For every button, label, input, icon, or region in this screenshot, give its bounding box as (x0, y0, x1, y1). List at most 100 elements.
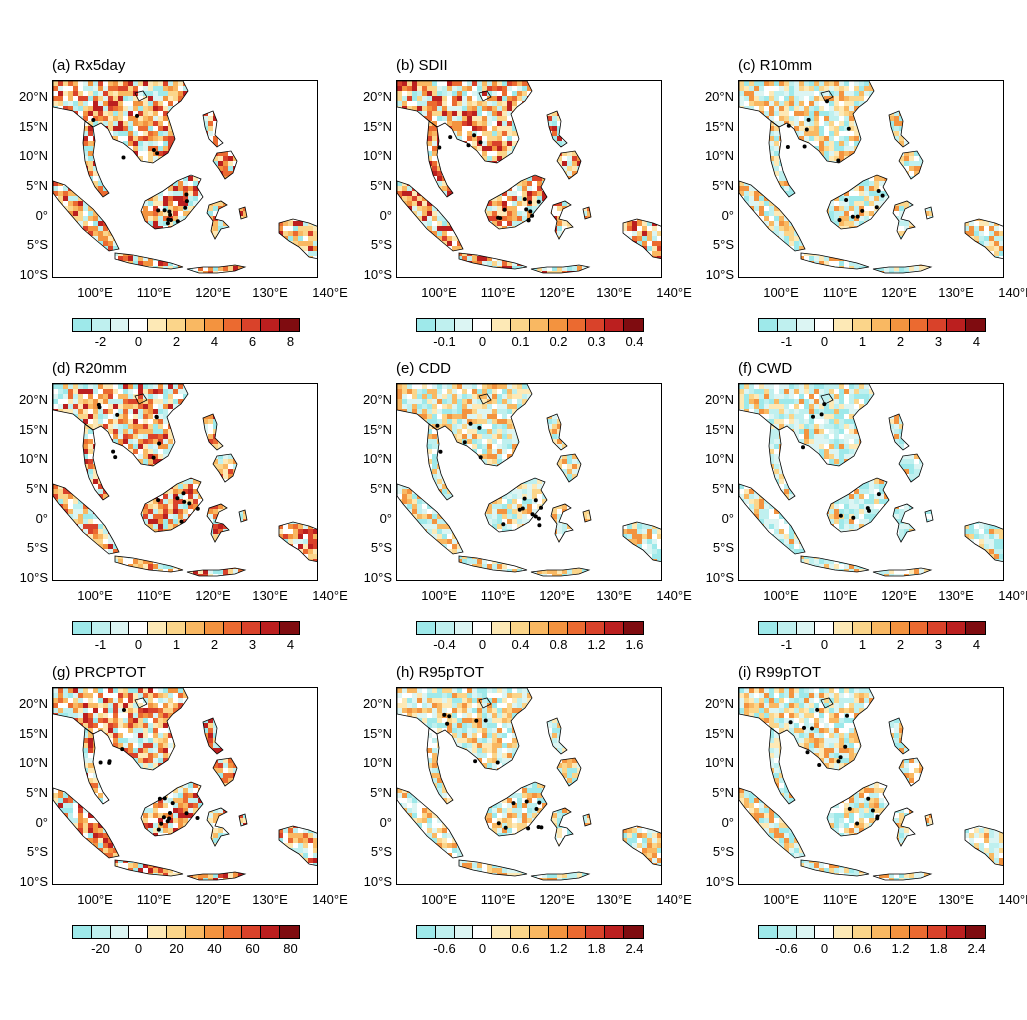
colorbar-tick-label: 0.3 (577, 335, 617, 349)
colorbar-segment (909, 622, 929, 634)
colorbar-segment (242, 319, 262, 331)
significance-dot (530, 512, 535, 517)
lon-tick-label: 140°E (649, 286, 699, 300)
lat-tick-label: 5°S (4, 238, 48, 252)
lon-tick-label: 140°E (305, 589, 355, 603)
coastline (202, 110, 224, 148)
colorbar-tick-label: 0 (805, 638, 845, 652)
coastline (872, 567, 933, 577)
colorbar (758, 621, 986, 635)
colorbar-tick-label: 0 (119, 942, 159, 956)
coastline (212, 150, 238, 180)
coastline (238, 206, 248, 220)
lat-tick-label: 5°N (4, 786, 48, 800)
colorbar-segment (417, 319, 436, 331)
significance-dot (851, 515, 856, 520)
coastline (739, 384, 875, 467)
colorbar-segment (928, 926, 948, 938)
significance-dot (495, 760, 500, 765)
colorbar-segment (759, 622, 778, 634)
coastline (924, 509, 934, 523)
map-frame (52, 383, 318, 581)
colorbar-segment (129, 926, 149, 938)
colorbar-segment (511, 926, 530, 938)
significance-dot (115, 412, 120, 417)
coastline (478, 90, 492, 102)
significance-dot (836, 158, 841, 163)
colorbar-segment (909, 926, 929, 938)
colorbar-segment (261, 319, 281, 331)
coastline (134, 393, 148, 405)
coastline (238, 509, 248, 523)
coastline (278, 218, 317, 260)
significance-dot (496, 821, 501, 826)
colorbar-segment (435, 319, 455, 331)
colorbar-segment (129, 319, 149, 331)
lat-tick-label: 20°N (348, 393, 392, 407)
colorbar-segment (435, 926, 455, 938)
colorbar-segment (890, 926, 910, 938)
map-frame (52, 80, 318, 278)
colorbar-tick-label: -20 (81, 942, 121, 956)
lat-tick-label: 15°N (4, 423, 48, 437)
coastline (582, 509, 592, 523)
significance-dot (154, 414, 159, 419)
significance-dot (161, 815, 166, 820)
lon-tick-label: 130°E (245, 286, 295, 300)
panel-title: (b) SDII (396, 57, 448, 75)
significance-dot (528, 209, 533, 214)
lat-tick-label: 5°S (348, 238, 392, 252)
colorbar-tick-label: -1 (767, 335, 807, 349)
colorbar-segment (167, 926, 186, 938)
lon-tick-label: 120°E (532, 589, 582, 603)
coastline (397, 483, 464, 555)
lon-tick-label: 130°E (931, 286, 981, 300)
colorbar-segment (454, 622, 474, 634)
coastline (426, 423, 454, 501)
lat-tick-label: 0° (4, 209, 48, 223)
colorbar-tick-label: 0.6 (501, 942, 541, 956)
lat-tick-label: 20°N (4, 697, 48, 711)
coastline (892, 200, 916, 240)
significance-dot (157, 441, 162, 446)
lat-tick-label: 5°S (690, 845, 734, 859)
significance-dot (855, 214, 860, 219)
significance-dot (159, 821, 164, 826)
coastline (202, 717, 224, 755)
lat-tick-label: 5°N (690, 482, 734, 496)
coastline (82, 120, 110, 198)
coastline (397, 81, 533, 164)
colorbar-segment (871, 926, 891, 938)
significance-dot (536, 516, 541, 521)
significance-dot (847, 806, 852, 811)
significance-dot (855, 821, 860, 826)
significance-dot (156, 827, 161, 832)
coastline (484, 174, 548, 230)
lat-tick-label: 5°N (348, 786, 392, 800)
colorbar-segment (796, 319, 816, 331)
colorbar-segment (261, 926, 281, 938)
coastline (53, 81, 189, 164)
colorbar-segment (759, 926, 778, 938)
lat-tick-label: 10°N (690, 452, 734, 466)
colorbar-tick-label: 0 (119, 638, 159, 652)
lat-tick-label: 15°N (4, 120, 48, 134)
colorbar-segment (435, 622, 455, 634)
colorbar-segment (473, 622, 493, 634)
lat-tick-label: 20°N (4, 90, 48, 104)
coastline (739, 688, 875, 771)
map-panel: (a) Rx5day 20°N 15°N 10°N 5°N 0° 5°S 10°S 100°E 1… (19, 57, 352, 357)
significance-dot (526, 218, 531, 222)
significance-dot (195, 506, 200, 511)
coastline (872, 264, 933, 274)
colorbar (758, 925, 986, 939)
colorbar-segment (280, 926, 299, 938)
coastline (140, 174, 204, 230)
coastline (582, 813, 592, 827)
coastline (140, 477, 204, 533)
colorbar-segment (928, 622, 948, 634)
coastline (212, 453, 238, 483)
map-frame (396, 383, 662, 581)
lon-tick-label: 130°E (931, 589, 981, 603)
lon-tick-label: 100°E (414, 589, 464, 603)
